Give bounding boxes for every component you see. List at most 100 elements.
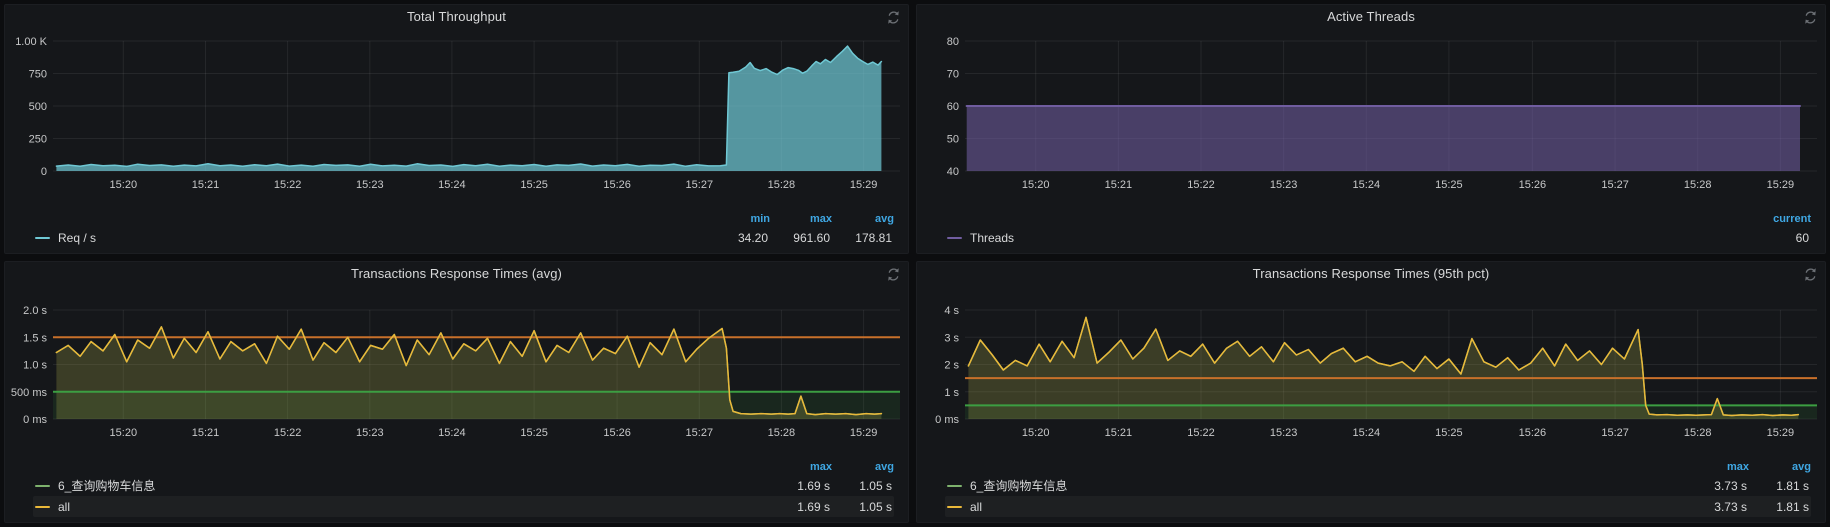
legend-col-max[interactable]: max [1726,461,1749,473]
svg-text:80: 80 [947,36,959,48]
svg-text:15:28: 15:28 [768,179,796,191]
svg-text:70: 70 [947,69,959,81]
legend-series-toggle[interactable]: 6_查询购物车信息 [35,477,768,494]
svg-text:500: 500 [29,101,47,113]
svg-text:15:21: 15:21 [192,427,220,439]
legend: min max avg Req / s 34.20 961.60 178.81 [5,211,908,250]
svg-text:15:23: 15:23 [356,427,384,439]
svg-text:15:24: 15:24 [1353,179,1381,191]
legend-row: all 1.69 s 1.05 s [33,496,894,517]
svg-text:15:29: 15:29 [1767,179,1795,191]
svg-text:4 s: 4 s [944,305,959,317]
refresh-icon[interactable] [886,10,901,25]
svg-text:15:24: 15:24 [438,427,466,439]
legend-col-max[interactable]: max [809,213,832,225]
svg-text:0 ms: 0 ms [935,414,959,426]
series-name: all [58,499,71,514]
panel-title[interactable]: Active Threads [1327,9,1415,24]
refresh-icon[interactable] [1803,10,1818,25]
svg-text:15:27: 15:27 [1601,427,1629,439]
svg-text:15:21: 15:21 [1105,179,1133,191]
stat-avg-value: 1.05 s [859,499,892,514]
legend-stats-header: max avg [33,459,894,475]
svg-text:15:27: 15:27 [686,179,714,191]
svg-text:3 s: 3 s [944,332,959,344]
svg-text:1.5 s: 1.5 s [23,332,47,344]
stat-max-value: 3.73 s [1714,478,1747,493]
svg-text:15:22: 15:22 [274,179,302,191]
threads-chart[interactable]: 80 70 60 50 40 15:20 15:21 15:22 15:23 15:24 15:25… [917,27,1825,211]
svg-text:15:25: 15:25 [520,427,548,439]
stat-max-value: 3.73 s [1714,499,1747,514]
legend: current Threads 60 [917,211,1825,250]
svg-text:15:28: 15:28 [1684,179,1712,191]
legend-row: 6_查询购物车信息 3.73 s 1.81 s [945,475,1811,496]
legend-row: Threads 60 [945,227,1811,248]
svg-text:15:26: 15:26 [1519,427,1547,439]
svg-text:15:25: 15:25 [1435,179,1463,191]
series-color-dash-icon [947,236,962,239]
svg-text:15:28: 15:28 [768,427,796,439]
svg-text:1 s: 1 s [944,387,959,399]
response-95th-chart[interactable]: 4 s 3 s 2 s 1 s 0 ms 15:20 15:21 15:22 15:23 15:2… [917,284,1825,459]
panel-title[interactable]: Transactions Response Times (avg) [351,266,562,281]
panel-total-throughput: Total Throughput 1.00 K 750 500 250 0 15:20 15… [4,4,909,254]
svg-text:15:27: 15:27 [1601,179,1629,191]
legend-series-toggle[interactable]: 6_查询购物车信息 [947,477,1685,494]
svg-text:1.00 K: 1.00 K [15,36,47,48]
panel-title[interactable]: Total Throughput [407,9,506,24]
svg-text:15:22: 15:22 [274,427,302,439]
svg-text:15:25: 15:25 [520,179,548,191]
series-name: all [970,499,983,514]
legend-col-avg[interactable]: avg [1792,461,1811,473]
svg-text:15:24: 15:24 [438,179,466,191]
refresh-icon[interactable] [1803,267,1818,282]
legend-stats-header: current [945,211,1811,227]
svg-text:50: 50 [947,134,959,146]
legend-row: Req / s 34.20 961.60 178.81 [33,227,894,248]
legend-col-avg[interactable]: avg [875,213,894,225]
legend-series-toggle[interactable]: Req / s [35,231,706,245]
svg-text:15:23: 15:23 [1270,427,1298,439]
svg-text:500 ms: 500 ms [11,387,48,399]
svg-text:15:29: 15:29 [850,179,878,191]
panel-response-times-avg: Transactions Response Times (avg) 2.0 s 1… [4,261,909,523]
legend-col-min[interactable]: min [750,213,770,225]
svg-text:15:26: 15:26 [603,179,631,191]
series-name: 6_查询购物车信息 [58,479,156,493]
refresh-icon[interactable] [886,267,901,282]
svg-text:15:21: 15:21 [1105,427,1133,439]
svg-text:750: 750 [29,69,47,81]
legend-series-toggle[interactable]: all [35,500,768,514]
stat-max-value: 961.60 [793,230,830,245]
svg-text:15:27: 15:27 [686,427,714,439]
svg-text:15:20: 15:20 [1022,179,1050,191]
svg-text:15:22: 15:22 [1187,179,1215,191]
series-name: 6_查询购物车信息 [970,479,1068,493]
svg-text:15:22: 15:22 [1187,427,1215,439]
legend-series-toggle[interactable]: Threads [947,231,1747,245]
legend-col-current[interactable]: current [1773,213,1811,225]
series-color-dash-icon [35,236,50,239]
legend: max avg 6_查询购物车信息 1.69 s 1.05 s all 1.69… [5,459,908,519]
series-name: Threads [970,230,1015,245]
svg-text:15:20: 15:20 [110,179,138,191]
svg-text:0: 0 [41,166,47,178]
legend-col-avg[interactable]: avg [875,461,894,473]
svg-text:15:23: 15:23 [356,179,384,191]
legend-col-max[interactable]: max [809,461,832,473]
series-name: Req / s [58,230,97,245]
svg-text:60: 60 [947,101,959,113]
legend-row: all 3.73 s 1.81 s [945,496,1811,517]
legend-row: 6_查询购物车信息 1.69 s 1.05 s [33,475,894,496]
panel-title[interactable]: Transactions Response Times (95th pct) [1252,266,1490,281]
stat-avg-value: 1.81 s [1776,499,1809,514]
response-avg-chart[interactable]: 2.0 s 1.5 s 1.0 s 500 ms 0 ms 15:20 15:21 15:22… [5,284,908,459]
series-color-dash-icon [947,505,962,508]
svg-text:15:26: 15:26 [603,427,631,439]
stat-avg-value: 1.81 s [1776,478,1809,493]
throughput-chart[interactable]: 1.00 K 750 500 250 0 15:20 15:21 15:22 15:23 15:2… [5,27,908,211]
svg-text:15:26: 15:26 [1519,179,1547,191]
legend-series-toggle[interactable]: all [947,500,1685,514]
